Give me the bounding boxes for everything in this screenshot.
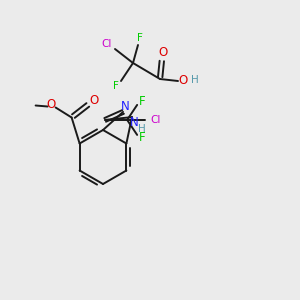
Text: O: O [178, 74, 188, 88]
Text: O: O [158, 46, 168, 59]
Text: Cl: Cl [102, 39, 112, 49]
Text: F: F [113, 81, 119, 91]
Text: H: H [191, 75, 199, 85]
Text: O: O [89, 94, 98, 107]
Text: F: F [139, 95, 146, 108]
Text: F: F [137, 33, 143, 43]
Text: N: N [121, 100, 129, 113]
Text: H: H [138, 124, 146, 134]
Text: F: F [139, 131, 146, 144]
Text: O: O [46, 98, 55, 111]
Text: N: N [130, 116, 138, 129]
Text: Cl: Cl [150, 115, 160, 125]
